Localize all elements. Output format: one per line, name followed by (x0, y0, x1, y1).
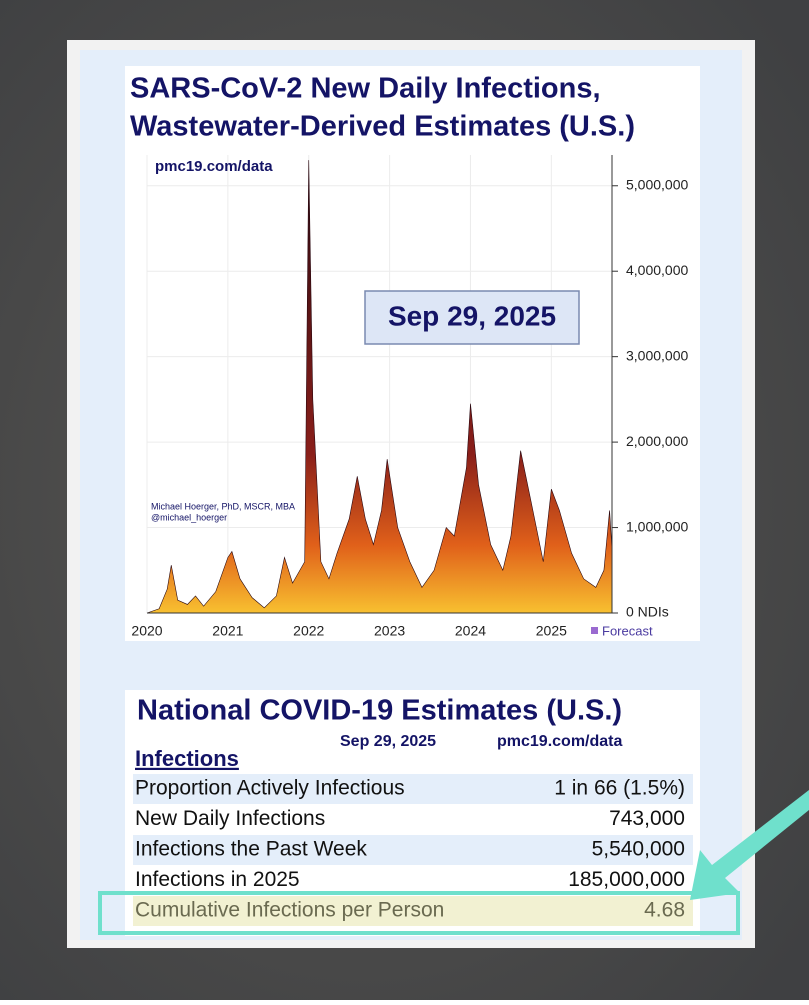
row-value: 1 in 66 (1.5%) (554, 777, 685, 800)
table: National COVID-19 Estimates (U.S.) Sep 29… (133, 695, 693, 926)
date-label: Sep 29, 2025 (388, 300, 556, 331)
y-tick-label: 5,000,000 (626, 176, 688, 192)
y-tick-label: 3,000,000 (626, 347, 688, 363)
x-tick-label: 2020 (131, 623, 162, 639)
source-label: pmc19.com/data (155, 158, 273, 175)
y-tick-label: 0 NDIs (626, 604, 669, 620)
row-value: 185,000,000 (568, 868, 685, 891)
row-label: Cumulative Infections per Person (135, 899, 444, 922)
section-label: Infections (135, 746, 239, 771)
row-background (133, 774, 693, 804)
row-label: Infections in 2025 (135, 868, 300, 891)
legend-label: Forecast (602, 623, 653, 638)
x-tick-label: 2024 (455, 623, 486, 639)
area (146, 160, 613, 614)
table-title: National COVID-19 Estimates (U.S.) (137, 695, 622, 727)
chart-title: SARS-CoV-2 New Daily Infections, (130, 73, 601, 105)
author-label: Michael Hoerger, PhD, MSCR, MBA (151, 501, 295, 511)
author-label: @michael_hoerger (151, 512, 227, 522)
row-background (133, 896, 693, 926)
x-tick-label: 2023 (374, 623, 405, 639)
x-tick-label: 2025 (536, 623, 567, 639)
row-background (133, 835, 693, 865)
y-tick-label: 1,000,000 (626, 518, 688, 534)
x-tick-label: 2022 (293, 623, 324, 639)
highlight-box (98, 891, 740, 935)
table-source: pmc19.com/data (497, 733, 622, 750)
row-label: Proportion Actively Infectious (135, 777, 405, 800)
date-box (364, 290, 580, 345)
row-value: 743,000 (609, 807, 685, 830)
row-label: Infections the Past Week (135, 838, 367, 861)
row-value: 5,540,000 (592, 838, 685, 861)
y-tick-label: 2,000,000 (626, 433, 688, 449)
chart-title: Wastewater-Derived Estimates (U.S.) (130, 111, 635, 143)
table-date: Sep 29, 2025 (340, 733, 436, 750)
chart: SARS-CoV-2 New Daily Infections, Wastewat… (130, 73, 688, 639)
y-tick-label: 4,000,000 (626, 262, 688, 278)
row-value: 4.68 (644, 899, 685, 922)
chart-panel (125, 66, 700, 641)
legend-swatch (591, 627, 598, 634)
arrow (690, 790, 809, 900)
x-tick-label: 2021 (212, 623, 243, 639)
row-label: New Daily Infections (135, 807, 325, 830)
